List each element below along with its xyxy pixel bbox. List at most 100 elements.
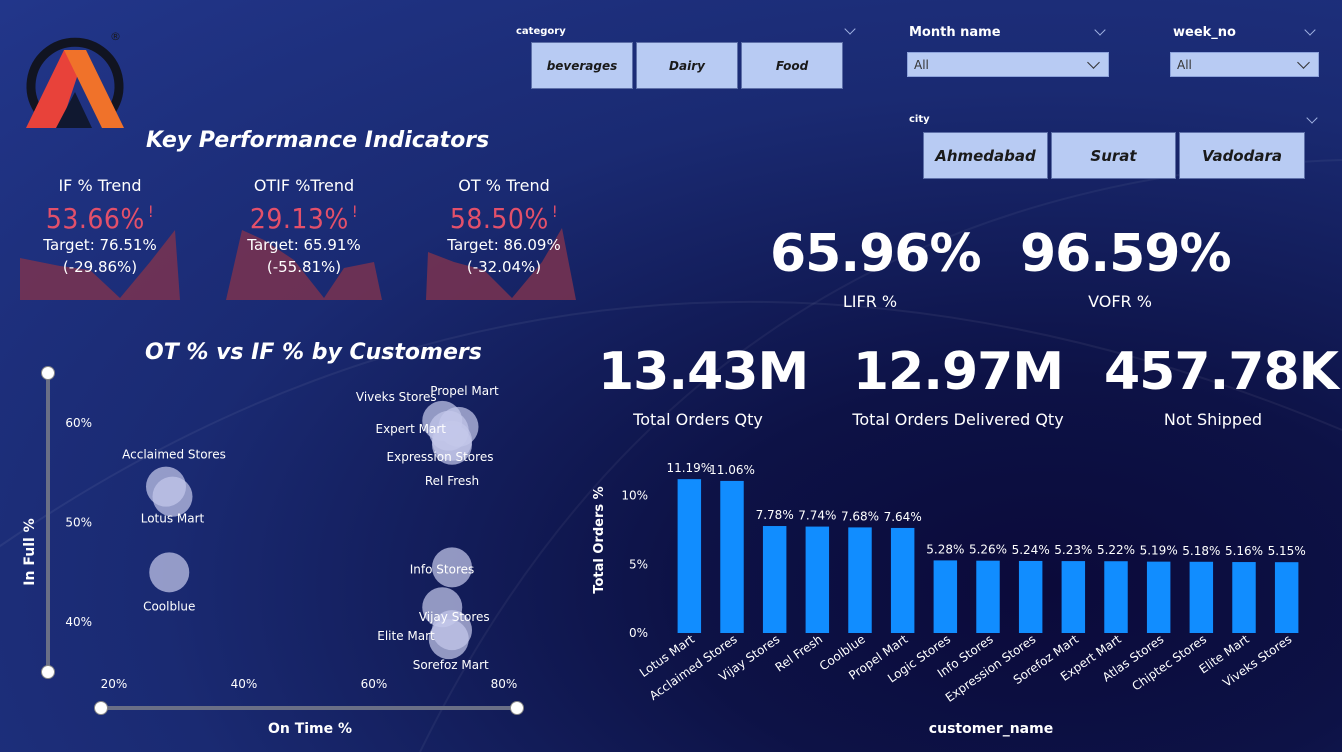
- scatter-y-tick: 60%: [65, 416, 92, 430]
- lifr-label: LIFR %: [842, 292, 898, 311]
- bar-data-label: 5.28%: [926, 542, 964, 556]
- vofr-label: VOFR %: [1088, 292, 1152, 311]
- scatter-point[interactable]: [432, 424, 472, 465]
- scatter-point-label: Expert Mart: [376, 422, 447, 436]
- total-orders-label: Total Orders Qty: [633, 410, 763, 429]
- warning-flag: !: [551, 202, 559, 221]
- scatter-point[interactable]: [432, 547, 472, 588]
- bar[interactable]: [848, 527, 872, 633]
- bar[interactable]: [1018, 560, 1043, 633]
- otif-trend-target: Target: 65.91%: [247, 236, 361, 254]
- otif-trend-sparkline: [226, 230, 382, 300]
- bar-x-axis-label: customer_name: [929, 721, 1053, 737]
- scatter-x-tick: 80%: [491, 677, 518, 691]
- week-slicer-label: week_no: [1173, 25, 1236, 40]
- week-dropdown[interactable]: All: [1170, 52, 1319, 77]
- bar[interactable]: [677, 479, 702, 633]
- bar[interactable]: [762, 526, 787, 633]
- delivered-orders-value: 12.97M: [852, 342, 1064, 402]
- kpi-card-ot[interactable]: OT % Trend 58.50%! Target: 86.09% (-32.0…: [424, 172, 586, 300]
- scatter-y-tick: 40%: [65, 615, 92, 629]
- city-option-surat[interactable]: Surat: [1051, 132, 1176, 179]
- not-shipped-value: 457.78K: [1104, 342, 1339, 402]
- ot-trend-target: Target: 86.09%: [447, 236, 561, 254]
- bar-data-label: 7.68%: [841, 509, 879, 523]
- ot-trend-value: 58.50%!: [449, 202, 559, 235]
- bar-y-tick: 0%: [629, 626, 648, 640]
- city-slicer-label: city: [909, 114, 930, 125]
- city-option-vadodara[interactable]: Vadodara: [1179, 132, 1305, 179]
- bar[interactable]: [1232, 562, 1256, 633]
- scatter-point-label: Info Stores: [410, 562, 475, 576]
- delivered-orders-label: Total Orders Delivered Qty: [852, 410, 1064, 429]
- warning-flag: !: [147, 202, 155, 221]
- bar-data-label: 5.15%: [1268, 544, 1306, 558]
- vofr-value: 96.59%: [1020, 224, 1232, 284]
- bar-data-label: 7.78%: [756, 508, 794, 522]
- bar-y-tick: 5%: [629, 557, 648, 571]
- bar[interactable]: [933, 560, 958, 633]
- if-trend-delta: (-29.86%): [62, 258, 138, 276]
- category-option-beverages[interactable]: beverages: [531, 42, 633, 89]
- bar[interactable]: [805, 526, 830, 633]
- scatter-point-label: Elite Mart: [377, 629, 435, 643]
- bar-data-label: 5.23%: [1054, 543, 1092, 557]
- scatter-x-axis-label: On Time %: [268, 721, 352, 737]
- company-logo: ®: [20, 28, 128, 132]
- bar-data-label: 5.24%: [1012, 543, 1050, 557]
- bar-y-tick: 10%: [621, 489, 648, 503]
- bar[interactable]: [1104, 561, 1128, 633]
- warning-flag: !: [351, 202, 359, 221]
- scatter-x-tick: 40%: [231, 677, 258, 691]
- scatter-point-label: Coolblue: [143, 599, 195, 613]
- chevron-down-icon: [1087, 56, 1100, 69]
- bar[interactable]: [1189, 561, 1214, 633]
- y-range-slider-handle-top[interactable]: [41, 366, 55, 380]
- month-dropdown[interactable]: All: [907, 52, 1109, 77]
- scatter-y-tick: 50%: [65, 516, 92, 530]
- scatter-point-label: Propel Mart: [430, 384, 499, 398]
- ot-trend-delta: (-32.04%): [466, 258, 542, 276]
- month-dropdown-value: All: [914, 57, 929, 72]
- ot-trend-title: OT % Trend: [458, 176, 550, 195]
- scatter-point-label: Rel Fresh: [425, 474, 479, 488]
- category-option-dairy[interactable]: Dairy: [636, 42, 738, 89]
- bar-category-label: Rel Fresh: [773, 632, 825, 675]
- bar-data-label: 7.74%: [798, 509, 836, 523]
- bar-category-label: Chiptec Stores: [1129, 632, 1209, 694]
- scatter-point[interactable]: [149, 552, 190, 593]
- bar[interactable]: [976, 560, 1000, 633]
- if-trend-target: Target: 76.51%: [43, 236, 157, 254]
- bar-data-label: 5.16%: [1225, 544, 1263, 558]
- scatter-point-label: Vijay Stores: [419, 610, 490, 624]
- bar[interactable]: [1146, 561, 1171, 633]
- scatter-point-label: Viveks Stores: [356, 390, 437, 404]
- kpi-card-otif[interactable]: OTIF %Trend 29.13%! Target: 65.91% (-55.…: [224, 172, 386, 300]
- x-range-slider-handle-right[interactable]: [510, 701, 524, 715]
- bar[interactable]: [1274, 562, 1299, 633]
- scatter-point[interactable]: [428, 619, 469, 660]
- if-trend-value: 53.66%!: [45, 202, 155, 235]
- scatter-chart: 20% 40% 60% 80% 40% 50% 60% Acclaimed Stores Lo…: [22, 366, 524, 737]
- if-trend-sparkline: [20, 230, 180, 300]
- scatter-y-axis-label: In Full %: [22, 518, 38, 585]
- bar[interactable]: [890, 527, 915, 633]
- x-range-slider-handle-left[interactable]: [94, 701, 108, 715]
- month-slicer-label: Month name: [909, 25, 1001, 40]
- bar-data-label: 5.19%: [1140, 544, 1178, 558]
- bar-data-label: 5.26%: [969, 543, 1007, 557]
- scatter-point[interactable]: [152, 476, 193, 517]
- bar-data-label: 5.22%: [1097, 543, 1135, 557]
- bar[interactable]: [720, 480, 744, 633]
- bar[interactable]: [1061, 561, 1086, 633]
- not-shipped-label: Not Shipped: [1163, 410, 1263, 429]
- trademark-symbol: ®: [110, 30, 121, 43]
- y-range-slider-handle-bottom[interactable]: [41, 665, 55, 679]
- chevron-down-icon: [1297, 56, 1310, 69]
- kpi-card-if[interactable]: IF % Trend 53.66%! Target: 76.51% (-29.8…: [20, 172, 182, 300]
- bar-y-axis-label: Total Orders %: [592, 486, 607, 593]
- city-option-ahmedabad[interactable]: Ahmedabad: [923, 132, 1048, 179]
- week-dropdown-value: All: [1177, 57, 1192, 72]
- bar-data-label: 11.19%: [666, 461, 712, 475]
- category-option-food[interactable]: Food: [741, 42, 843, 89]
